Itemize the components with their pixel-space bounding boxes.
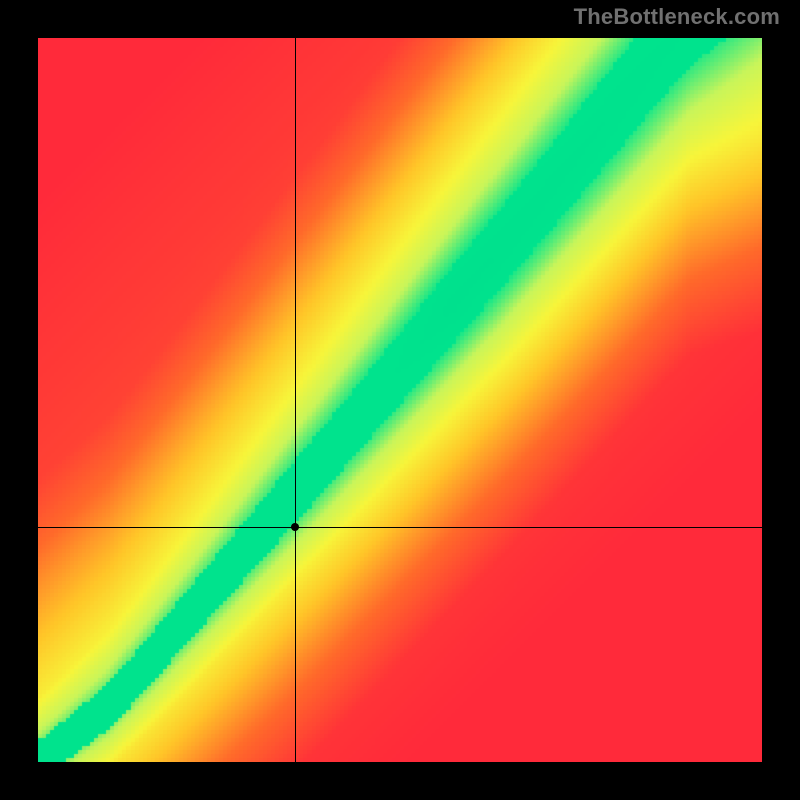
heatmap-canvas [38, 38, 762, 762]
plot-area [38, 38, 762, 762]
chart-container: TheBottleneck.com [0, 0, 800, 800]
crosshair-vertical [295, 38, 296, 762]
crosshair-horizontal [38, 527, 762, 528]
crosshair-marker-dot [291, 523, 299, 531]
watermark-text: TheBottleneck.com [574, 4, 780, 30]
